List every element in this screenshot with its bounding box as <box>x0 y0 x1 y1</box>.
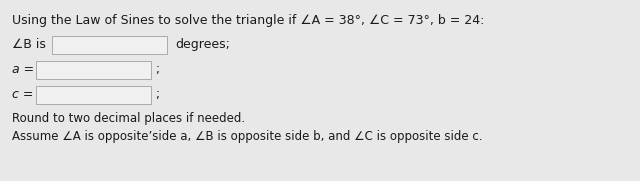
FancyBboxPatch shape <box>36 86 151 104</box>
Text: ;: ; <box>155 88 159 101</box>
Text: Round to two decimal places if needed.: Round to two decimal places if needed. <box>12 112 245 125</box>
Text: c =: c = <box>12 88 33 101</box>
Text: ∠B is: ∠B is <box>12 38 46 51</box>
Text: degrees;: degrees; <box>175 38 230 51</box>
FancyBboxPatch shape <box>36 61 151 79</box>
FancyBboxPatch shape <box>52 36 167 54</box>
Text: a =: a = <box>12 63 34 76</box>
Text: ;: ; <box>155 63 159 76</box>
Text: Using the Law of Sines to solve the triangle if ∠A = 38°, ∠C = 73°, b = 24:: Using the Law of Sines to solve the tria… <box>12 14 484 27</box>
Text: Assume ∠A is opposite’side a, ∠B is opposite side b, and ∠C is opposite side c.: Assume ∠A is opposite’side a, ∠B is oppo… <box>12 130 483 143</box>
